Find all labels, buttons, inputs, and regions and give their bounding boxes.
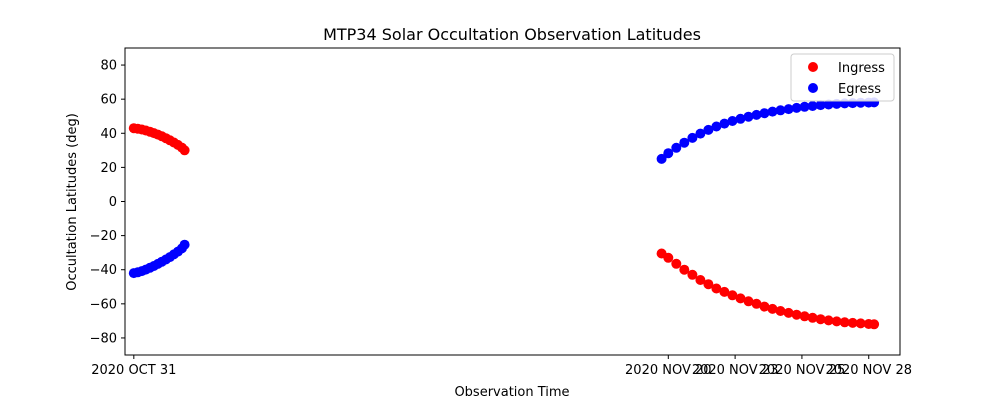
- ingress-point: [179, 145, 190, 156]
- egress-point: [727, 116, 738, 126]
- y-tick-label: −80: [90, 331, 117, 346]
- egress-point: [775, 105, 786, 116]
- legend-label-ingress: Ingress: [838, 61, 885, 76]
- egress-point: [743, 111, 754, 122]
- y-tick-label: 0: [109, 195, 117, 210]
- legend: Ingress Egress: [790, 53, 895, 102]
- ingress-point: [719, 286, 730, 297]
- legend-label-egress: Egress: [838, 82, 881, 97]
- ingress-point: [839, 317, 850, 328]
- ingress-point: [695, 275, 706, 285]
- x-tick-label: 2020 NOV 23: [692, 363, 779, 378]
- egress-point: [703, 124, 714, 135]
- egress-point: [687, 132, 698, 143]
- egress-point: [767, 106, 778, 117]
- egress-point: [759, 108, 770, 119]
- x-tick-label: 2020 NOV 28: [825, 363, 912, 378]
- egress-point: [799, 101, 810, 112]
- egress-point: [711, 121, 722, 132]
- ingress-point: [799, 311, 810, 322]
- x-tick-label: 2020 OCT 31: [91, 363, 176, 378]
- ingress-point: [751, 298, 762, 309]
- legend-marker-egress: [808, 83, 818, 93]
- egress-point: [679, 137, 690, 148]
- ingress-point: [703, 279, 714, 290]
- y-tick-label: 40: [100, 127, 117, 142]
- y-tick-label: −40: [90, 263, 117, 278]
- egress-point: [695, 128, 706, 139]
- egress-point: [791, 102, 802, 113]
- egress-point: [783, 104, 794, 115]
- ingress-point: [727, 290, 738, 301]
- ingress-point: [671, 258, 682, 269]
- chart-title: MTP34 Solar Occultation Observation Lati…: [323, 25, 701, 44]
- y-tick-label: 80: [100, 59, 117, 74]
- ingress-point: [847, 317, 858, 328]
- ingress-point: [775, 306, 786, 316]
- ingress-point: [663, 252, 674, 263]
- ingress-point: [783, 307, 794, 318]
- egress-point: [735, 113, 746, 124]
- y-tick-label: −20: [90, 229, 117, 244]
- x-tick-label: 2020 NOV 20: [625, 363, 712, 378]
- y-axis-ticks: −80 −60 −40 −20 0 20 40 60 80: [90, 59, 125, 346]
- egress-point: [751, 109, 762, 120]
- x-axis-label: Observation Time: [454, 385, 569, 400]
- y-tick-label: 20: [100, 161, 117, 176]
- egress-point: [815, 100, 826, 111]
- ingress-point: [855, 318, 866, 329]
- ingress-point: [807, 312, 818, 323]
- ingress-point: [687, 269, 698, 280]
- egress-point: [671, 142, 682, 153]
- data-points: [128, 97, 880, 330]
- ingress-point: [823, 315, 834, 326]
- ingress-point: [767, 303, 778, 314]
- ingress-point: [869, 319, 880, 330]
- ingress-point: [711, 283, 722, 294]
- egress-point: [719, 118, 730, 129]
- ingress-point: [791, 309, 802, 320]
- egress-point: [179, 239, 190, 250]
- ingress-point: [679, 264, 690, 275]
- egress-point: [656, 153, 667, 164]
- x-tick-label: 2020 NOV 25: [759, 363, 846, 378]
- y-axis-label: Occultation Latitudes (deg): [65, 113, 80, 291]
- legend-marker-ingress: [808, 62, 818, 72]
- y-tick-label: 60: [100, 93, 117, 108]
- ingress-point: [815, 314, 826, 325]
- ingress-point: [831, 316, 842, 327]
- ingress-point: [735, 293, 746, 304]
- ingress-point: [743, 296, 754, 307]
- egress-point: [663, 148, 674, 159]
- egress-point: [807, 101, 818, 111]
- ingress-point: [759, 301, 770, 312]
- y-tick-label: −60: [90, 297, 117, 312]
- egress-point: [823, 99, 834, 110]
